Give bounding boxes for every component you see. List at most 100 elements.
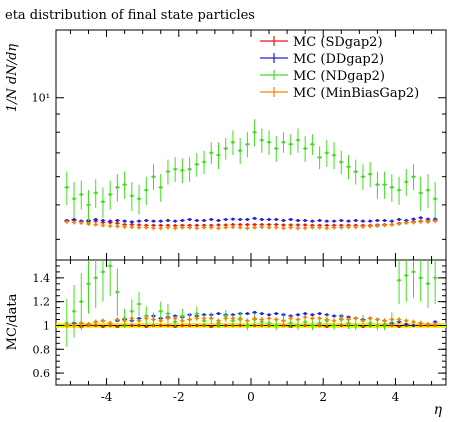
ratio-data-point	[159, 319, 163, 323]
main-data-point	[325, 226, 329, 230]
main-data-point	[390, 219, 394, 223]
ratio-data-point	[375, 318, 379, 322]
ratio-data-point	[332, 314, 336, 318]
x-tick-label: -2	[173, 390, 185, 404]
main-data-point	[101, 218, 105, 222]
ratio-data-point	[195, 312, 199, 316]
main-data-point	[65, 185, 69, 189]
ratio-data-point	[289, 316, 293, 320]
main-data-point	[152, 219, 155, 223]
main-data-point	[159, 185, 163, 189]
legend: MC (SDgap2) MC (DDgap2) MC (NDgap2) MC (Min…	[260, 35, 419, 101]
main-data-point	[274, 225, 278, 229]
x-tick-label: 2	[319, 390, 327, 404]
main-data-point	[188, 217, 192, 221]
ratio-data-point	[217, 319, 220, 323]
ratio-data-point	[310, 313, 314, 317]
main-data-point	[108, 224, 112, 228]
main-data-point	[72, 221, 76, 225]
ratio-data-point	[433, 276, 437, 280]
ratio-data-point	[253, 316, 257, 320]
main-data-point	[224, 147, 228, 151]
main-data-point	[137, 223, 141, 227]
ratio-data-point	[318, 321, 322, 325]
ratio-data-point	[115, 318, 119, 322]
main-data-point	[296, 138, 300, 142]
main-data-point	[173, 219, 177, 223]
ratio-data-point	[144, 316, 148, 320]
main-data-point	[130, 220, 134, 224]
main-series-2	[64, 119, 438, 222]
ratio-data-point	[72, 323, 76, 327]
ratio-panel-frame	[55, 259, 447, 386]
ratio-data-point	[383, 319, 387, 323]
ratio-data-point	[318, 312, 322, 316]
ratio-data-point	[289, 321, 293, 325]
ratio-data-point	[166, 316, 170, 320]
main-data-point	[289, 225, 293, 229]
main-data-point	[253, 225, 257, 229]
main-data-point	[108, 192, 112, 196]
main-data-point	[303, 223, 307, 227]
main-data-point	[94, 191, 98, 195]
main-data-point	[339, 225, 343, 229]
main-data-point	[130, 194, 134, 198]
ratio-y-tick-label: 0.6	[33, 367, 51, 380]
ratio-data-point	[325, 318, 329, 322]
ratio-data-point	[245, 312, 249, 316]
ratio-data-point	[412, 323, 415, 327]
ratio-data-point	[87, 322, 90, 326]
main-data-point	[332, 219, 336, 223]
main-data-point	[390, 185, 394, 189]
main-data-point	[397, 217, 401, 221]
main-data-point	[224, 217, 228, 221]
main-data-point	[368, 219, 372, 223]
main-data-point	[202, 218, 206, 222]
ratio-data-point	[296, 313, 300, 317]
ratio-data-point	[419, 276, 423, 280]
ratio-data-point	[404, 322, 408, 326]
main-data-point	[274, 217, 278, 221]
main-data-point	[267, 140, 271, 144]
main-data-point	[101, 221, 105, 225]
main-series-1	[64, 216, 438, 224]
legend-item: MC (MinBiasGap2)	[260, 86, 419, 101]
main-data-point	[368, 224, 372, 228]
ratio-data-point	[79, 321, 83, 325]
main-data-point	[419, 220, 423, 224]
x-axis: -4 -2 0 2 4	[69, 30, 433, 404]
ratio-data-point	[231, 316, 235, 320]
main-data-point	[245, 223, 249, 227]
main-data-point	[72, 217, 76, 221]
ratio-series	[64, 260, 438, 347]
main-data-point	[419, 191, 423, 195]
ratio-reference	[56, 323, 446, 328]
main-data-point	[94, 217, 98, 221]
ratio-data-point	[79, 300, 83, 304]
ratio-data-point	[137, 323, 141, 327]
ratio-data-point	[159, 323, 163, 327]
ratio-data-point	[274, 312, 278, 316]
ratio-data-point	[115, 290, 119, 294]
main-data-point	[101, 200, 105, 204]
main-data-point	[267, 223, 271, 227]
main-data-point	[173, 167, 177, 171]
main-data-point	[101, 223, 105, 227]
main-data-point	[217, 153, 220, 157]
main-data-point	[339, 160, 343, 164]
main-data-point	[79, 221, 83, 225]
main-data-point	[224, 225, 228, 229]
ratio-series-3	[64, 314, 438, 328]
main-data-point	[412, 221, 415, 225]
main-data-point	[238, 149, 242, 153]
main-data-point	[310, 142, 314, 146]
main-data-point	[209, 225, 213, 229]
main-data-point	[274, 223, 278, 227]
main-data-point	[130, 225, 134, 229]
main-data-point	[289, 223, 293, 227]
main-data-point	[397, 222, 401, 226]
main-data-point	[115, 185, 119, 189]
ratio-data-point	[209, 325, 213, 329]
ratio-data-point	[72, 309, 76, 313]
main-data-point	[188, 225, 192, 229]
